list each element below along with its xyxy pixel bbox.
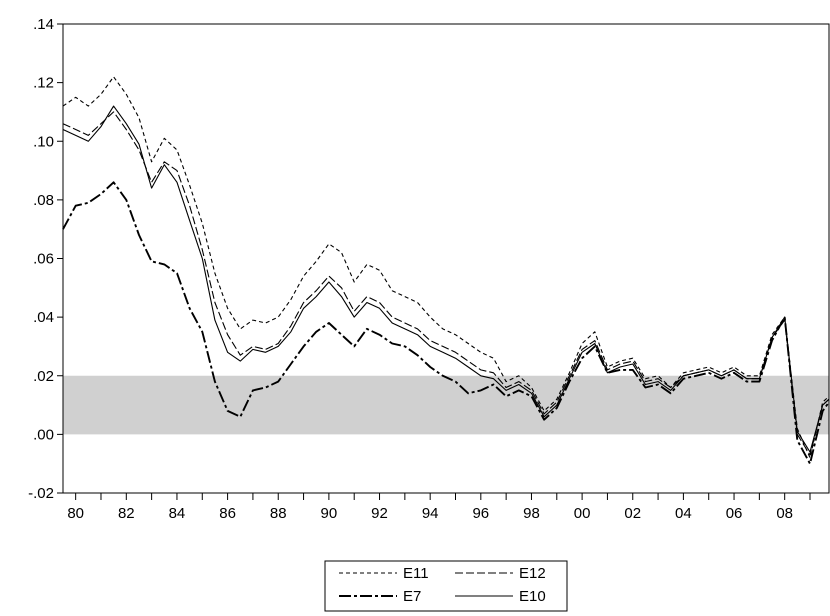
y-tick-label: .02 xyxy=(33,368,54,385)
x-tick-label: 96 xyxy=(472,505,489,522)
x-tick-label: 08 xyxy=(776,505,793,522)
legend-label-e12: E12 xyxy=(519,565,546,582)
legend-label-e7: E7 xyxy=(403,588,421,605)
y-axis: -.02 .00 .02 .04 .06 .08 .10 .12 .14 xyxy=(28,16,63,502)
x-tick-label: 00 xyxy=(574,505,591,522)
y-tick-label: -.02 xyxy=(28,485,54,502)
y-tick-label: .10 xyxy=(33,133,54,150)
series-line-e10 xyxy=(62,105,830,453)
y-tick-label: .04 xyxy=(33,309,54,326)
x-tick-label: 92 xyxy=(371,505,388,522)
legend-label-e10: E10 xyxy=(519,588,546,605)
y-tick-label: .00 xyxy=(33,426,54,443)
y-tick-label: .12 xyxy=(33,75,54,92)
x-tick-label: 88 xyxy=(270,505,287,522)
legend-box xyxy=(324,560,568,612)
x-tick-label: 80 xyxy=(67,505,84,522)
x-tick-label: 84 xyxy=(169,505,186,522)
y-tick-label: .06 xyxy=(33,251,54,268)
legend-label-e11: E11 xyxy=(403,565,429,582)
x-tick-label: 02 xyxy=(624,505,641,522)
x-tick-label: 94 xyxy=(422,505,439,522)
series-layer xyxy=(62,76,830,465)
series-line-e7 xyxy=(62,181,830,465)
y-tick-label: .14 xyxy=(33,16,54,33)
x-tick-label: 06 xyxy=(726,505,743,522)
series-line-e11 xyxy=(62,76,830,459)
x-tick-label: 82 xyxy=(118,505,135,522)
x-tick-label: 98 xyxy=(523,505,540,522)
shaded-band xyxy=(63,375,829,435)
legend: E11 E12 E7 E10 xyxy=(324,560,568,612)
x-axis: 80 82 84 86 88 90 92 94 96 98 00 02 04 06 08 xyxy=(67,493,811,522)
x-tick-label: 86 xyxy=(219,505,236,522)
y-tick-label: .08 xyxy=(33,192,54,209)
x-tick-label: 90 xyxy=(321,505,338,522)
x-tick-label: 04 xyxy=(675,505,692,522)
